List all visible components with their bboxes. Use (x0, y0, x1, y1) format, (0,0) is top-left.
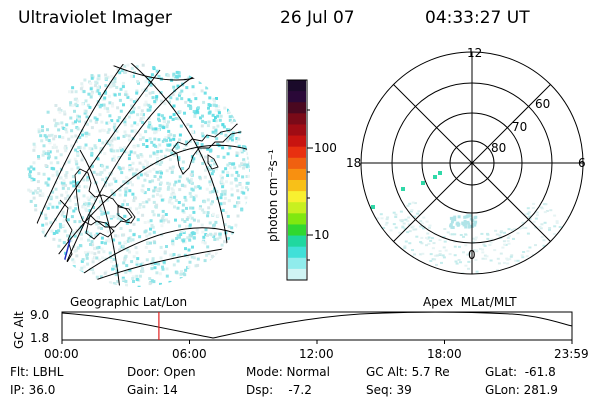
colorbar-segment (288, 102, 306, 114)
polar-emission-pixels (361, 171, 571, 274)
mlt-label-0: 0 (468, 248, 476, 262)
info-glon: GLon: 281.9 (485, 383, 558, 397)
mlt-label-6: 6 (578, 156, 586, 170)
mlt-label-12: 12 (467, 46, 483, 60)
mlt-label-18: 18 (346, 156, 362, 170)
colorbar-segment (288, 157, 306, 170)
colorbar-tick-10: 10 (314, 228, 330, 242)
gc-alt-tick-9: 9.0 (30, 308, 50, 322)
polar-bright-pixel (401, 187, 405, 191)
polar-plot (360, 51, 584, 275)
apex-label: Apex MLat/MLT (423, 295, 517, 309)
colorbar-segment (288, 146, 306, 159)
date-label: 26 Jul 07 (280, 8, 355, 28)
colorbar-unit-label: photon cm⁻²s⁻¹ (266, 149, 280, 242)
polar-grid (360, 51, 584, 275)
geographic-label: Geographic Lat/Lon (70, 295, 188, 309)
colorbar-segment (288, 168, 306, 181)
x-tick-1200: 12:00 (299, 347, 334, 361)
info-gc-alt: GC Alt: 5.7 Re (366, 365, 450, 379)
colorbar-segment (288, 91, 306, 103)
x-tick-1800: 18:00 (427, 347, 462, 361)
app-title: Ultraviolet Imager (18, 8, 172, 28)
info-ip: IP: 36.0 (10, 383, 56, 397)
info-glat: GLat: -61.8 (485, 365, 556, 379)
lat-label-60: 60 (535, 97, 551, 111)
ephemeris-x-ticks (61, 340, 573, 344)
polar-bright-pixel (421, 181, 425, 185)
colorbar-segment (288, 246, 306, 259)
colorbar-segment (288, 135, 306, 148)
info-mode: Mode: Normal (246, 365, 330, 379)
info-gain: Gain: 14 (127, 383, 178, 397)
colorbar-segment (288, 124, 306, 137)
info-door: Door: Open (127, 365, 196, 379)
geographic-image (26, 63, 250, 287)
colorbar-segment (288, 202, 306, 214)
time-label: 04:33:27 UT (425, 8, 530, 28)
geographic-emission-pixels (27, 63, 250, 287)
colorbar-segment (288, 80, 306, 92)
colorbar-segment (288, 191, 306, 203)
colorbar-segment (288, 257, 306, 270)
info-flt: Flt: LBHL (10, 365, 64, 379)
color-bar (286, 79, 313, 281)
gc-alt-tick-1-8: 1.8 (30, 331, 50, 345)
x-tick-0000: 00:00 (44, 347, 79, 361)
info-seq: Seq: 39 (366, 383, 412, 397)
polar-bright-pixel (433, 175, 437, 179)
coastline (59, 123, 246, 281)
lat-label-80: 80 (491, 141, 507, 155)
lat-label-70: 70 (512, 120, 528, 134)
gc-alt-axis-label: GC Alt (12, 311, 26, 349)
colorbar-segment (288, 224, 306, 237)
colorbar-segment (288, 235, 306, 248)
colorbar-tick-100: 100 (314, 141, 337, 155)
ephemeris-panel (61, 311, 573, 344)
colorbar-segment (288, 268, 306, 281)
x-tick-0600: 06:00 (172, 347, 207, 361)
polar-bright-pixel (371, 205, 375, 209)
info-dsp: Dsp: -7.2 (246, 383, 312, 397)
polar-bright-pixel (438, 171, 442, 175)
colorbar-segment (288, 213, 306, 225)
polar-bright-pixel (361, 207, 362, 211)
colorbar-segment (288, 180, 306, 192)
x-tick-2359: 23:59 (554, 347, 589, 361)
colorbar-segment (288, 113, 306, 125)
